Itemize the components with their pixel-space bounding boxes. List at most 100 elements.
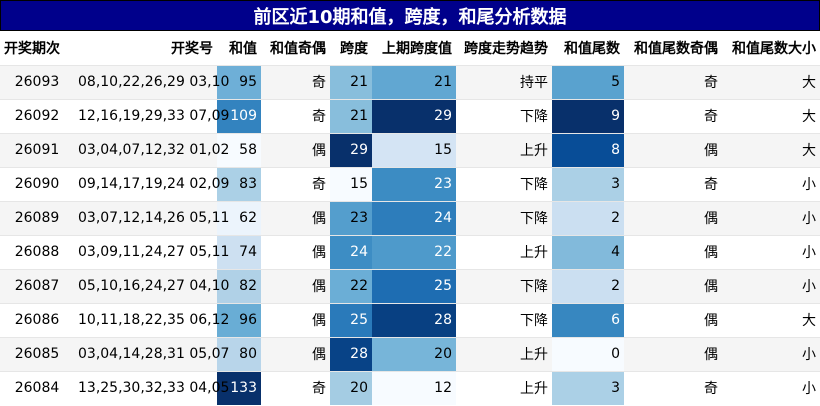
cell-trend: 上升 bbox=[456, 337, 552, 371]
cell-trend: 下降 bbox=[456, 99, 552, 133]
table-row: 26086 10,11,18,22,35 06,12 96 偶 25 28 下降 6 偶大 bbox=[0, 303, 820, 337]
cell-tail-parity: 奇 bbox=[624, 371, 722, 405]
cell-numbers: 03,09,11,24,27 05,11 bbox=[74, 235, 229, 269]
cell-period: 26086 bbox=[0, 303, 74, 337]
table-row: 26088 03,09,11,24,27 05,11 74 偶 24 22 上升 4 偶小 bbox=[0, 235, 820, 269]
cell-sum-parity: 偶 bbox=[261, 269, 330, 303]
cell-tail: 5 bbox=[552, 65, 624, 99]
cell-prev-span: 29 bbox=[372, 99, 456, 133]
cell-span: 29 bbox=[330, 133, 372, 167]
cell-tail: 2 bbox=[552, 269, 624, 303]
cell-sum: 82 bbox=[217, 269, 261, 303]
cell-tail: 8 bbox=[552, 133, 624, 167]
cell-span: 23 bbox=[330, 201, 372, 235]
cell-period: 26088 bbox=[0, 235, 74, 269]
cell-sum-parity: 偶 bbox=[261, 337, 330, 371]
cell-numbers: 10,11,18,22,35 06,12 bbox=[74, 303, 229, 337]
cell-numbers: 05,10,16,24,27 04,10 bbox=[74, 269, 229, 303]
header-sum-parity: 和值奇偶 bbox=[270, 40, 326, 57]
table-row: 26090 09,14,17,19,24 02,09 83 奇 15 23 下降 3 奇小 bbox=[0, 167, 820, 201]
cell-tail: 2 bbox=[552, 201, 624, 235]
header-period: 开奖期次 bbox=[4, 40, 60, 57]
cell-prev-span: 23 bbox=[372, 167, 456, 201]
cell-tail-parity: 偶 bbox=[624, 235, 722, 269]
cell-sum: 58 bbox=[217, 133, 261, 167]
header-numbers: 开奖号 bbox=[171, 40, 213, 57]
cell-tail-parity: 偶 bbox=[624, 133, 722, 167]
table-title: 前区近10期和值，跨度，和尾分析数据 bbox=[0, 0, 820, 31]
cell-sum-parity: 奇 bbox=[261, 371, 330, 405]
cell-tail-size: 小 bbox=[722, 337, 820, 371]
cell-sum: 95 bbox=[217, 65, 261, 99]
cell-numbers: 08,10,22,26,29 03,10 bbox=[74, 65, 229, 99]
cell-prev-span: 22 bbox=[372, 235, 456, 269]
cell-span: 25 bbox=[330, 303, 372, 337]
header-trend: 跨度走势趋势 bbox=[464, 40, 548, 57]
cell-tail-size: 大 bbox=[722, 133, 820, 167]
cell-period: 26093 bbox=[0, 65, 74, 99]
cell-span: 15 bbox=[330, 167, 372, 201]
cell-tail-size: 大 bbox=[722, 99, 820, 133]
cell-sum-parity: 偶 bbox=[261, 201, 330, 235]
cell-numbers: 03,04,14,28,31 05,07 bbox=[74, 337, 229, 371]
cell-period: 26091 bbox=[0, 133, 74, 167]
cell-prev-span: 24 bbox=[372, 201, 456, 235]
cell-sum-parity: 偶 bbox=[261, 235, 330, 269]
cell-tail-parity: 偶 bbox=[624, 303, 722, 337]
cell-tail-parity: 偶 bbox=[624, 337, 722, 371]
cell-period: 26090 bbox=[0, 167, 74, 201]
header-sum: 和值 bbox=[229, 40, 257, 57]
cell-tail-size: 小 bbox=[722, 269, 820, 303]
table-row: 26092 12,16,19,29,33 07,09 109 奇 21 29 下降 9 奇大 bbox=[0, 99, 820, 133]
cell-sum: 133 bbox=[217, 371, 261, 405]
cell-trend: 上升 bbox=[456, 133, 552, 167]
header-row: 开奖期次 开奖号 和值 和值奇偶 跨度 上期跨度值 跨度走势趋势 和值尾数 和值… bbox=[0, 31, 820, 65]
cell-trend: 下降 bbox=[456, 269, 552, 303]
cell-trend: 下降 bbox=[456, 303, 552, 337]
header-prev-span: 上期跨度值 bbox=[382, 40, 452, 57]
cell-trend: 持平 bbox=[456, 65, 552, 99]
cell-span: 20 bbox=[330, 371, 372, 405]
cell-sum: 109 bbox=[217, 99, 261, 133]
cell-tail: 6 bbox=[552, 303, 624, 337]
cell-numbers: 12,16,19,29,33 07,09 bbox=[74, 99, 229, 133]
cell-tail-parity: 奇 bbox=[624, 167, 722, 201]
table-body: 26093 08,10,22,26,29 03,10 95 奇 21 21 持平 5 奇大 260… bbox=[0, 65, 820, 405]
cell-tail: 3 bbox=[552, 167, 624, 201]
table-row: 26089 03,07,12,14,26 05,11 62 偶 23 24 下降 2 偶小 bbox=[0, 201, 820, 235]
cell-tail-size: 小 bbox=[722, 167, 820, 201]
cell-sum-parity: 奇 bbox=[261, 167, 330, 201]
cell-tail-parity: 奇 bbox=[624, 65, 722, 99]
cell-tail: 3 bbox=[552, 371, 624, 405]
cell-span: 24 bbox=[330, 235, 372, 269]
cell-sum: 80 bbox=[217, 337, 261, 371]
cell-prev-span: 21 bbox=[372, 65, 456, 99]
cell-sum: 96 bbox=[217, 303, 261, 337]
cell-tail: 4 bbox=[552, 235, 624, 269]
cell-trend: 下降 bbox=[456, 167, 552, 201]
cell-numbers: 13,25,30,32,33 04,05 bbox=[74, 371, 229, 405]
cell-sum-parity: 奇 bbox=[261, 99, 330, 133]
cell-tail-size: 小 bbox=[722, 235, 820, 269]
cell-numbers: 03,04,07,12,32 01,02 bbox=[74, 133, 229, 167]
cell-tail-parity: 奇 bbox=[624, 99, 722, 133]
cell-period: 26092 bbox=[0, 99, 74, 133]
cell-prev-span: 15 bbox=[372, 133, 456, 167]
table-row: 26093 08,10,22,26,29 03,10 95 奇 21 21 持平 5 奇大 bbox=[0, 65, 820, 99]
cell-trend: 上升 bbox=[456, 235, 552, 269]
cell-prev-span: 20 bbox=[372, 337, 456, 371]
table-row: 26084 13,25,30,32,33 04,05 133 奇 20 12 上升 3 奇小 bbox=[0, 371, 820, 405]
table-row: 26087 05,10,16,24,27 04,10 82 偶 22 25 下降 2 偶小 bbox=[0, 269, 820, 303]
cell-trend: 上升 bbox=[456, 371, 552, 405]
cell-sum: 74 bbox=[217, 235, 261, 269]
cell-numbers: 09,14,17,19,24 02,09 bbox=[74, 167, 229, 201]
cell-tail-parity: 偶 bbox=[624, 201, 722, 235]
cell-sum-parity: 偶 bbox=[261, 133, 330, 167]
cell-tail: 0 bbox=[552, 337, 624, 371]
table-row: 26085 03,04,14,28,31 05,07 80 偶 28 20 上升 0 偶小 bbox=[0, 337, 820, 371]
cell-span: 21 bbox=[330, 65, 372, 99]
cell-prev-span: 12 bbox=[372, 371, 456, 405]
cell-tail: 9 bbox=[552, 99, 624, 133]
cell-tail-size: 大 bbox=[722, 65, 820, 99]
